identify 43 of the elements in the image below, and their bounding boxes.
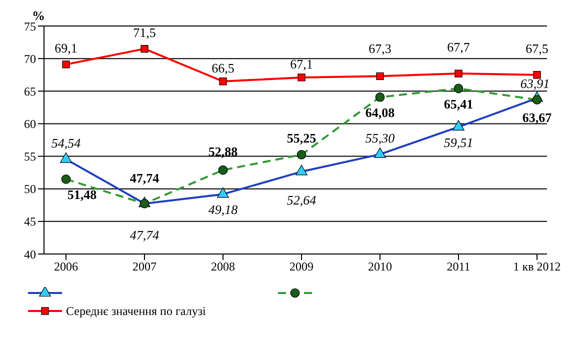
data-label: 67,3 [368,41,392,56]
data-label: 65,41 [444,96,474,112]
x-tick-label: 2009 [290,260,314,274]
data-label: 67,1 [290,56,313,72]
point [219,78,227,86]
x-tick-label: 2011 [446,260,470,274]
y-tick-label: 60 [24,116,36,131]
data-label: 66,5 [212,60,234,76]
point [140,44,148,53]
y-tick-label: 55 [24,150,36,164]
point [376,72,384,80]
data-label: 55,30 [365,130,396,146]
y-tick-label: 40 [24,247,36,262]
point [298,74,306,82]
legend-label: Середнє значення по галузі [66,304,206,318]
x-tick-label: 2010 [368,260,392,274]
y-tick-label: 65 [24,84,36,98]
y-tick-label: 50 [24,182,36,196]
y-tick-label: 70 [24,52,36,66]
x-tick-label: 1 кв 2012 [513,260,561,274]
data-label: 71,5 [133,24,156,40]
data-label: 49,18 [208,202,238,218]
x-tick-label: 2007 [132,260,156,274]
y-tick-label: 45 [24,214,36,229]
data-label: 52,64 [286,192,317,208]
data-label: 47,74 [130,228,160,243]
data-label: 54,54 [51,135,82,150]
data-label: 55,25 [286,130,317,146]
point [62,60,70,68]
data-label: 67,7 [447,40,470,55]
point [533,71,541,79]
point [454,70,462,78]
x-tick-label: 2006 [54,260,78,274]
data-label: 52,88 [208,144,238,160]
data-label: 69,1 [54,40,78,56]
data-label: 64,08 [365,105,396,120]
data-label: 47,74 [130,170,160,186]
data-label: 67,5 [526,40,548,56]
data-label: 51,48 [67,187,98,202]
data-label: 63,67 [522,110,552,125]
data-label: 59,51 [444,134,474,150]
x-tick-label: 2008 [211,260,235,274]
data-label: 63,91 [520,76,550,92]
